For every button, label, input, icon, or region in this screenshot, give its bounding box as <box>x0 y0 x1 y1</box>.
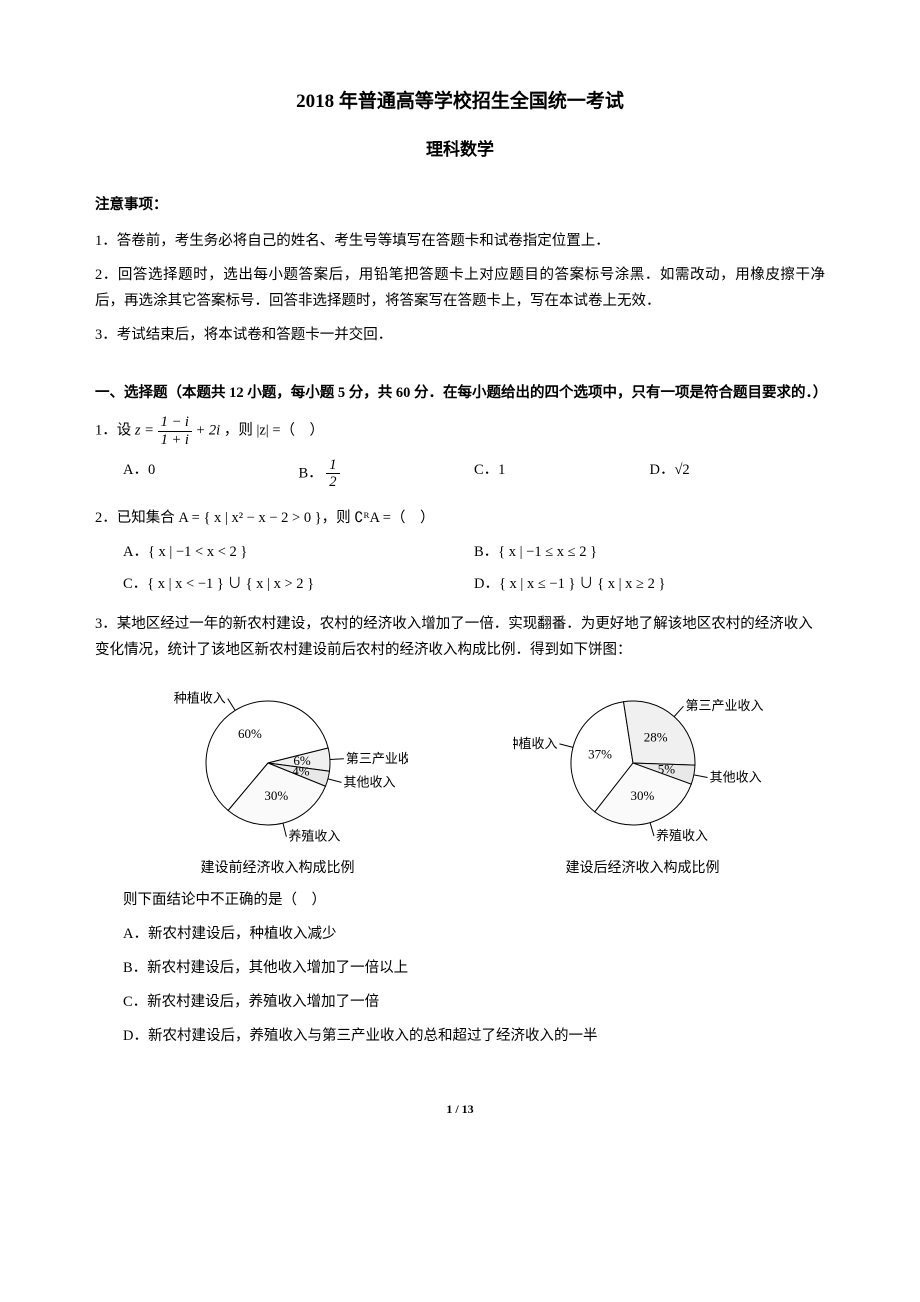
q2-stem: 2．已知集合 A = { x | x² − x − 2 > 0 }，则 ∁ᴿA … <box>95 505 825 531</box>
page-title: 2018 年普通高等学校招生全国统一考试 <box>95 85 825 119</box>
q3-opt-c: C．新农村建设后，养殖收入增加了一倍 <box>123 989 825 1015</box>
pie-before-col: 60%种植收入6%第三产业收入4%其他收入30%养殖收入 建设前经济收入构成比例 <box>148 678 408 881</box>
question-2: 2．已知集合 A = { x | x² − x − 2 > 0 }，则 ∁ᴿA … <box>95 505 825 597</box>
svg-text:养殖收入: 养殖收入 <box>655 828 707 843</box>
q1-opt-c: C．1 <box>474 457 650 491</box>
q3-opt-b: B．新农村建设后，其他收入增加了一倍以上 <box>123 955 825 981</box>
pie-after-holder: 37%种植收入28%第三产业收入5%其他收入30%养殖收入 <box>513 678 773 848</box>
page-subtitle: 理科数学 <box>95 135 825 166</box>
question-1: 1．设 z = 1 − i 1 + i + 2i ，则 |z| =（ ） A．0… <box>95 414 825 491</box>
q3-stem-2: 则下面结论中不正确的是（ ） <box>123 887 825 913</box>
svg-text:30%: 30% <box>264 788 288 803</box>
section-1-heading: 一、选择题（本题共 12 小题，每小题 5 分，共 60 分．在每小题给出的四个… <box>95 380 825 406</box>
q1-b-num: 1 <box>326 457 339 475</box>
svg-text:37%: 37% <box>588 746 612 761</box>
q1-frac-num: 1 − i <box>158 414 192 432</box>
q1-b-pre: B． <box>299 465 323 481</box>
q1-stem-mid: ，则 |z| =（ ） <box>224 423 324 439</box>
pie-before-holder: 60%种植收入6%第三产业收入4%其他收入30%养殖收入 <box>148 678 408 848</box>
q1-opt-b: B． 1 2 <box>299 457 475 491</box>
svg-text:28%: 28% <box>643 729 667 744</box>
pie-after-col: 37%种植收入28%第三产业收入5%其他收入30%养殖收入 建设后经济收入构成比… <box>513 678 773 881</box>
pie-after-caption: 建设后经济收入构成比例 <box>566 856 720 881</box>
pie-after-chart: 37%种植收入28%第三产业收入5%其他收入30%养殖收入 <box>513 678 773 848</box>
q3-opt-a: A．新农村建设后，种植收入减少 <box>123 921 825 947</box>
svg-text:其他收入: 其他收入 <box>709 769 761 784</box>
q1-stem-pre: 1．设 <box>95 423 135 439</box>
svg-text:其他收入: 其他收入 <box>343 774 395 789</box>
svg-text:30%: 30% <box>630 787 654 802</box>
notice-2: 2．回答选择题时，选出每小题答案后，用铅笔把答题卡上对应题目的答案标号涂黑．如需… <box>95 262 825 314</box>
q1-frac-den: 1 + i <box>158 432 192 449</box>
notice-3: 3．考试结束后，将本试卷和答题卡一并交回． <box>95 322 825 348</box>
pie-before-chart: 60%种植收入6%第三产业收入4%其他收入30%养殖收入 <box>148 678 408 848</box>
svg-text:养殖收入: 养殖收入 <box>288 828 340 843</box>
q2-opt-d: D．{ x | x ≤ −1 } ∪ { x | x ≥ 2 } <box>474 571 825 597</box>
notice-1: 1．答卷前，考生务必将自己的姓名、考生号等填写在答题卡和试卷指定位置上． <box>95 228 825 254</box>
q1-opt-a: A．0 <box>123 457 299 491</box>
q1-opt-d: D．√2 <box>650 457 826 491</box>
svg-text:种植收入: 种植收入 <box>173 690 225 705</box>
q3-stem-1: 3．某地区经过一年的新农村建设，农村的经济收入增加了一倍．实现翻番．为更好地了解… <box>95 611 825 663</box>
q3-opt-d: D．新农村建设后，养殖收入与第三产业收入的总和超过了经济收入的一半 <box>123 1023 825 1049</box>
page-number: 1 / 13 <box>95 1099 825 1121</box>
q2-opt-c: C．{ x | x < −1 } ∪ { x | x > 2 } <box>123 571 474 597</box>
q1-fraction: 1 − i 1 + i <box>158 414 192 448</box>
pie-charts-row: 60%种植收入6%第三产业收入4%其他收入30%养殖收入 建设前经济收入构成比例… <box>95 678 825 881</box>
svg-text:第三产业收入: 第三产业收入 <box>345 750 407 765</box>
q1-plus-2i: + 2i <box>196 423 221 439</box>
svg-text:种植收入: 种植收入 <box>513 735 557 750</box>
q2-opt-a: A．{ x | −1 < x < 2 } <box>123 539 474 565</box>
q1-b-frac: 1 2 <box>326 457 339 491</box>
question-3: 3．某地区经过一年的新农村建设，农村的经济收入增加了一倍．实现翻番．为更好地了解… <box>95 611 825 1049</box>
notice-heading: 注意事项： <box>95 192 825 218</box>
svg-text:第三产业收入: 第三产业收入 <box>685 698 763 713</box>
q1-stem: 1．设 z = 1 − i 1 + i + 2i ，则 |z| =（ ） <box>95 414 825 448</box>
svg-text:60%: 60% <box>238 726 262 741</box>
q1-b-den: 2 <box>326 474 339 491</box>
pie-before-caption: 建设前经济收入构成比例 <box>201 856 355 881</box>
q1-z-eq: z = <box>135 423 154 439</box>
q2-opt-b: B．{ x | −1 ≤ x ≤ 2 } <box>474 539 825 565</box>
